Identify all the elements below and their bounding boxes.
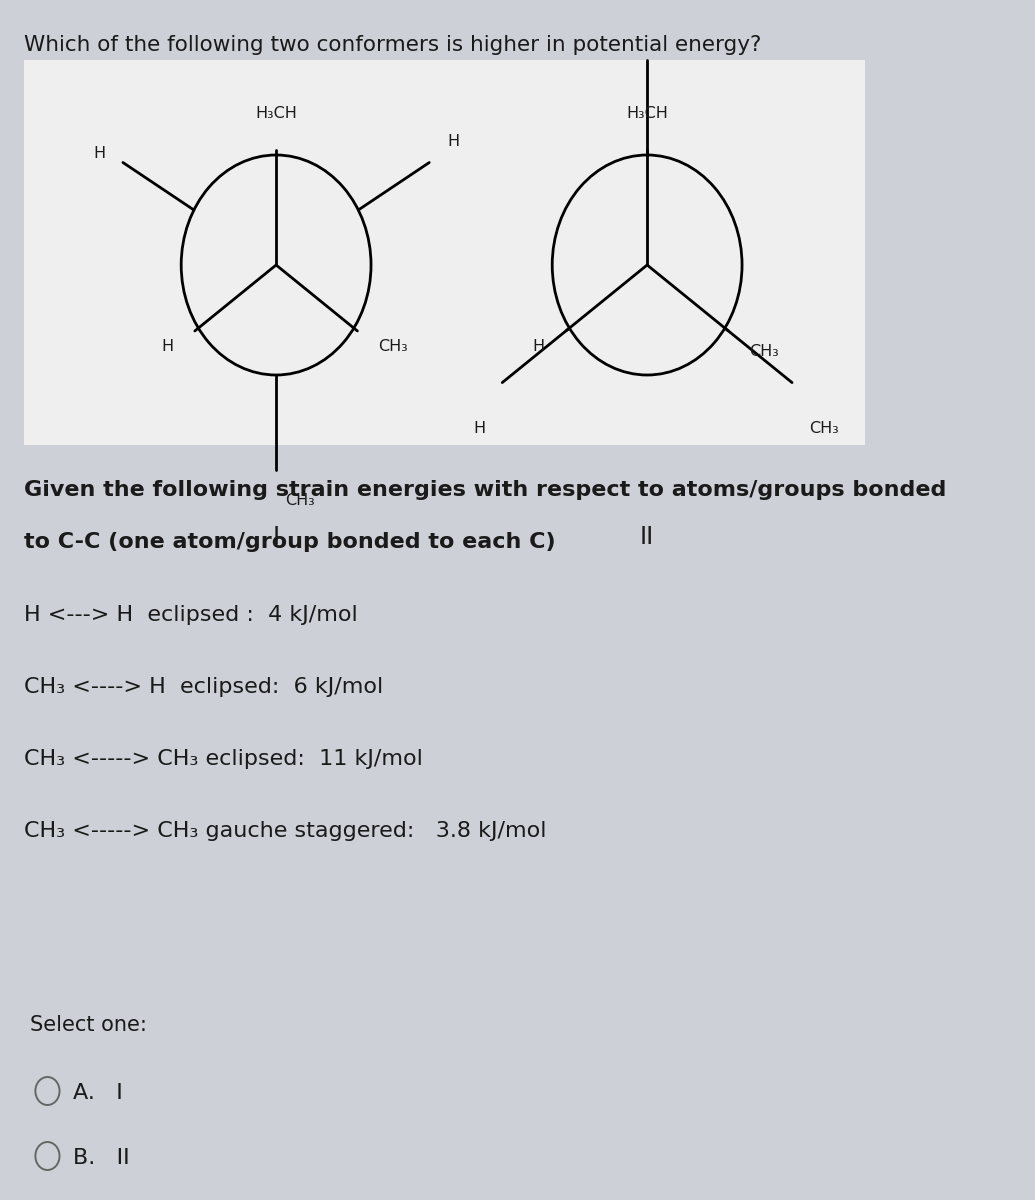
Text: CH₃: CH₃ [379, 340, 408, 354]
Text: H: H [473, 421, 485, 436]
Text: H: H [93, 146, 106, 161]
Text: CH₃ <-----> CH₃ gauche staggered:   3.8 kJ/mol: CH₃ <-----> CH₃ gauche staggered: 3.8 kJ… [24, 821, 546, 841]
Text: H: H [161, 340, 174, 354]
Text: CH₃: CH₃ [749, 344, 779, 360]
FancyBboxPatch shape [24, 60, 865, 445]
Text: H₃CH: H₃CH [626, 107, 668, 121]
Text: H <---> H  eclipsed :  4 kJ/mol: H <---> H eclipsed : 4 kJ/mol [24, 605, 358, 625]
Text: II: II [640, 526, 654, 550]
Text: CH₃ <----> H  eclipsed:  6 kJ/mol: CH₃ <----> H eclipsed: 6 kJ/mol [24, 677, 383, 697]
Text: H: H [447, 133, 460, 149]
Text: CH₃ <-----> CH₃ eclipsed:  11 kJ/mol: CH₃ <-----> CH₃ eclipsed: 11 kJ/mol [24, 749, 423, 769]
Text: to C-C (one atom/group bonded to each C): to C-C (one atom/group bonded to each C) [24, 532, 556, 552]
Text: Which of the following two conformers is higher in potential energy?: Which of the following two conformers is… [24, 35, 762, 55]
Text: A.   I: A. I [73, 1082, 123, 1103]
Text: Select one:: Select one: [30, 1015, 147, 1034]
Text: H₃CH: H₃CH [256, 107, 297, 121]
Text: CH₃: CH₃ [809, 421, 838, 436]
Text: B.   II: B. II [73, 1148, 130, 1168]
Text: H: H [533, 340, 545, 354]
Text: I: I [272, 526, 279, 550]
Text: Given the following strain energies with respect to atoms/groups bonded: Given the following strain energies with… [24, 480, 947, 500]
Text: CH₃: CH₃ [285, 493, 315, 508]
